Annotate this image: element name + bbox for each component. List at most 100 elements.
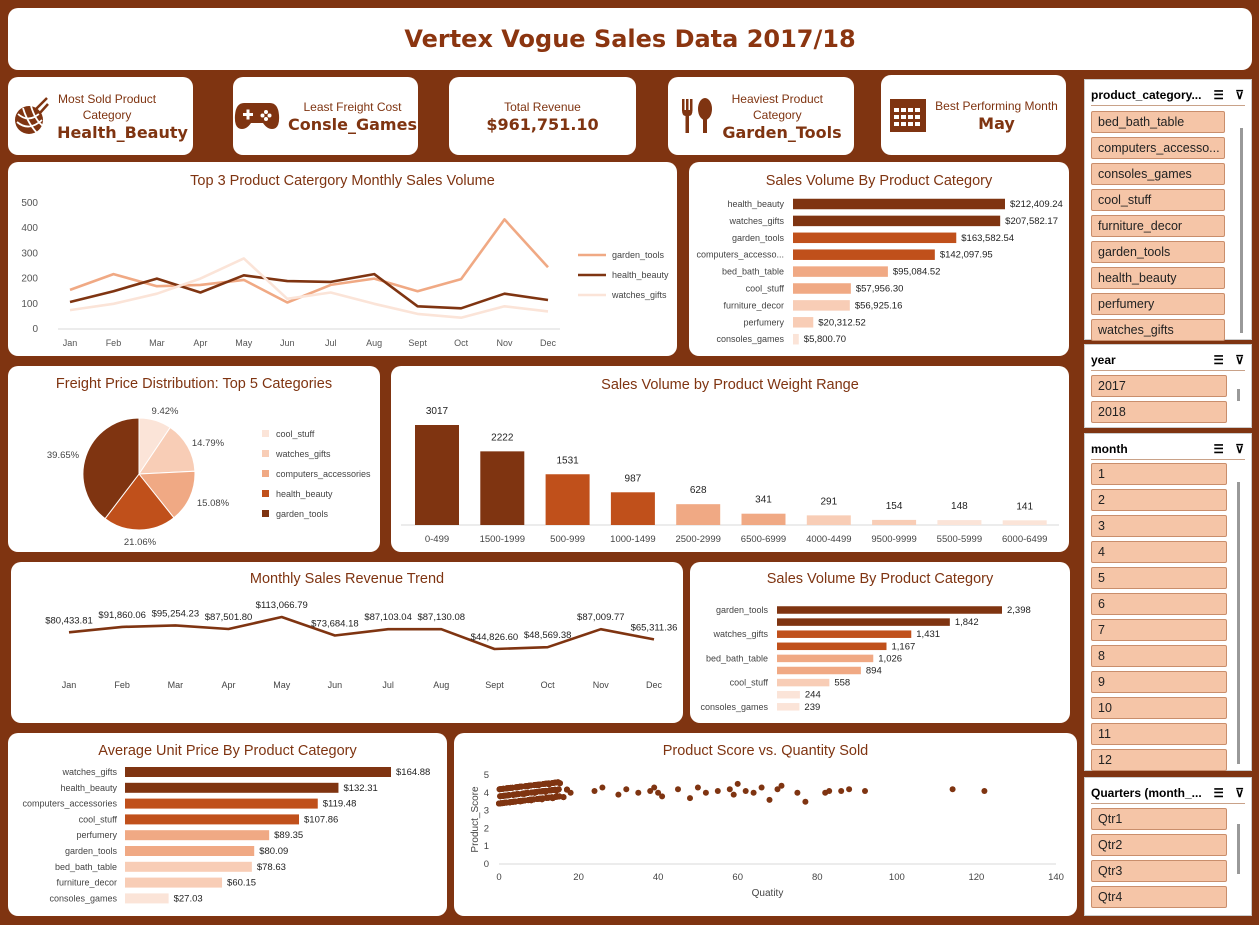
slicer-item[interactable]: 8 [1091, 645, 1227, 667]
kpi-least-freight: Least Freight Cost Consle_Games [233, 77, 418, 155]
slicer-item[interactable]: watches_gifts [1091, 319, 1225, 341]
x-tick-label: Feb [106, 338, 122, 348]
clear-filter-icon[interactable]: ⊽ [1235, 785, 1245, 800]
slicer-scrollbar[interactable] [1237, 482, 1240, 764]
slicer-item[interactable]: furniture_decor [1091, 215, 1225, 237]
chart-title: Product Score vs. Quantity Sold [662, 743, 869, 759]
data-label: $78.63 [257, 862, 286, 873]
slicer-item[interactable]: consoles_games [1091, 163, 1225, 185]
scatter-point [742, 788, 749, 794]
category-label: bed_bath_table [706, 653, 768, 663]
data-label: $73,684.18 [311, 618, 359, 629]
bar [125, 782, 339, 793]
slicer-item[interactable]: health_beauty [1091, 267, 1225, 289]
slicer-item[interactable]: cool_stuff [1091, 189, 1225, 211]
scatter-point [758, 784, 765, 791]
chart-title: Sales Volume By Product Category [766, 571, 994, 587]
clear-filter-icon[interactable]: ⊽ [1235, 87, 1245, 102]
slicer-header: year ☰ ⊽ [1091, 349, 1245, 371]
bar [793, 300, 850, 311]
bar [777, 690, 800, 699]
data-label: 291 [820, 496, 837, 507]
slicer-item[interactable]: 11 [1091, 723, 1227, 745]
scatter-point [555, 786, 562, 793]
multi-select-icon[interactable]: ☰ [1213, 352, 1224, 367]
slicer-item[interactable]: 2017 [1091, 375, 1227, 397]
slicer-header: month ☰ ⊽ [1091, 438, 1245, 460]
scatter-point [734, 780, 741, 787]
slicer-title: year [1091, 352, 1116, 367]
x-tick-label: Aug [366, 338, 382, 348]
slicer-item[interactable]: 1 [1091, 463, 1227, 485]
dashboard-title: Vertex Vogue Sales Data 2017/18 [404, 25, 856, 53]
legend-label: health_beauty [276, 489, 333, 499]
category-label: furniture_decor [56, 878, 117, 888]
x-tick-label: Feb [114, 680, 130, 690]
multi-select-icon[interactable]: ☰ [1213, 441, 1224, 456]
category-label: 2500-2999 [675, 534, 720, 545]
slicer-item[interactable]: 7 [1091, 619, 1227, 641]
slicer-item[interactable]: 12 [1091, 749, 1227, 771]
slicer-item[interactable]: Qtr1 [1091, 808, 1227, 830]
slicer-item[interactable]: 4 [1091, 541, 1227, 563]
bar [793, 317, 814, 328]
scatter-point [507, 784, 514, 791]
clear-filter-icon[interactable]: ⊽ [1235, 441, 1245, 456]
y-tick-label: 200 [21, 274, 38, 285]
slice-label: 15.08% [197, 498, 230, 509]
scatter-point [981, 788, 988, 794]
slicer-scrollbar[interactable] [1240, 128, 1243, 333]
x-tick-label: Jul [325, 338, 337, 348]
slicer-scrollbar[interactable] [1237, 389, 1240, 401]
y-tick-label: 3 [484, 806, 489, 817]
scatter-point [949, 786, 956, 793]
kpi-label: Most Sold Product Category [58, 91, 157, 122]
category-label: 500-999 [550, 534, 585, 545]
y-tick-label: 0 [32, 324, 38, 335]
bar [793, 232, 957, 244]
bar [545, 474, 590, 525]
data-label: 1,167 [891, 641, 915, 652]
slicer-item[interactable]: Qtr4 [1091, 886, 1227, 908]
slicer-item[interactable]: Qtr3 [1091, 860, 1227, 882]
slicer-item[interactable]: 5 [1091, 567, 1227, 589]
data-label: 154 [886, 501, 903, 512]
legend-label: watches_gifts [275, 449, 331, 459]
x-tick-label: Jun [328, 680, 343, 690]
x-tick-label: Oct [454, 338, 469, 348]
data-label: $163,582.54 [961, 233, 1014, 244]
slice-label: 39.65% [47, 450, 80, 461]
weight-range-chart: 3017 0-499 2222 1500-1999 1531 500-999 987 1000… [401, 406, 1059, 545]
scatter-point [778, 782, 785, 789]
data-label: 1,431 [916, 629, 940, 640]
slicer-item[interactable]: 9 [1091, 671, 1227, 693]
slicer-item[interactable]: Qtr2 [1091, 834, 1227, 856]
slicer-item[interactable]: 10 [1091, 697, 1227, 719]
legend-label: watches_gifts [611, 290, 667, 300]
scatter-point [647, 788, 654, 794]
x-tick-label: Nov [593, 680, 610, 690]
slicer-item[interactable]: computers_accesso... [1091, 137, 1225, 159]
data-label: 2,398 [1007, 605, 1031, 616]
slicer-item[interactable]: 3 [1091, 515, 1227, 537]
kpi-total-revenue: Total Revenue $961,751.10 [449, 77, 636, 155]
clear-filter-icon[interactable]: ⊽ [1235, 352, 1245, 367]
multi-select-icon[interactable]: ☰ [1213, 87, 1224, 102]
data-label: $80,433.81 [45, 615, 93, 626]
slicer-item[interactable]: 6 [1091, 593, 1227, 615]
pie-slice-computers_accessories [138, 470, 196, 519]
slicer-item[interactable]: garden_tools [1091, 241, 1225, 263]
slicer-item[interactable]: bed_bath_table [1091, 111, 1225, 133]
slicer-title: month [1091, 441, 1128, 456]
bar [793, 266, 888, 277]
weight-range-card: Sales Volume by Product Weight Range 301… [391, 366, 1069, 552]
slicer-item[interactable]: 2018 [1091, 401, 1227, 423]
slicer-scrollbar[interactable] [1237, 824, 1240, 874]
slicer-item[interactable]: perfumery [1091, 293, 1225, 315]
x-tick-label: Aug [433, 680, 449, 690]
legend-label: garden_tools [276, 509, 329, 519]
slicer-item[interactable]: 2 [1091, 489, 1227, 511]
multi-select-icon[interactable]: ☰ [1213, 785, 1224, 800]
bar [741, 513, 786, 525]
category-label: health_beauty [60, 783, 117, 793]
